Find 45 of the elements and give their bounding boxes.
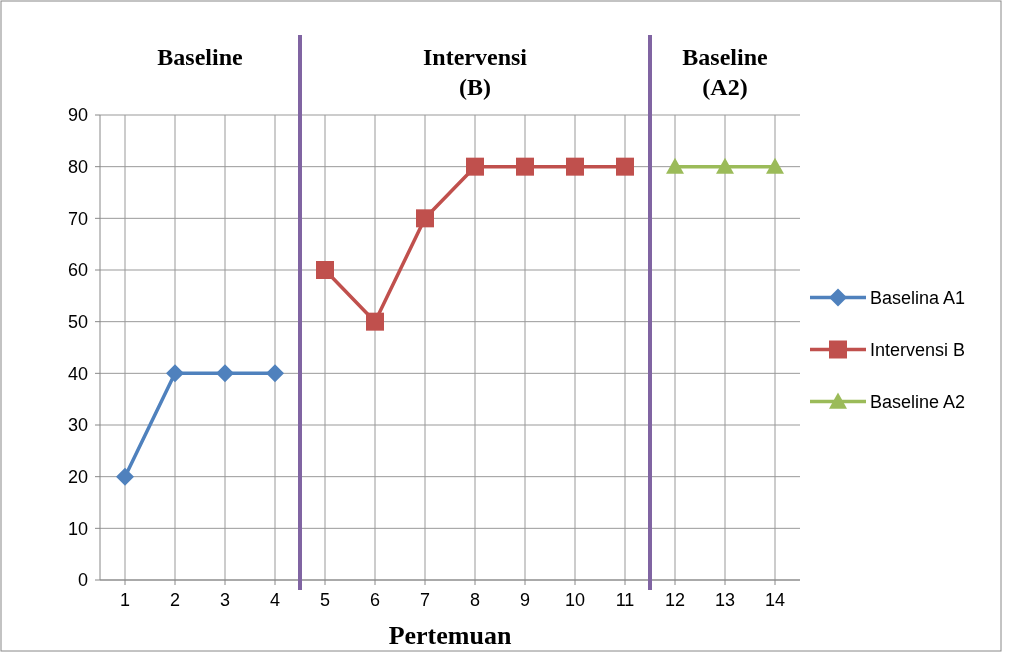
y-tick-label: 70 <box>67 208 88 229</box>
point <box>366 312 384 331</box>
x-tick-label: 11 <box>615 590 635 610</box>
point <box>466 157 484 176</box>
y-tick-label: 80 <box>67 156 88 177</box>
legend-label: Baselina A1 <box>870 287 966 308</box>
y-tick-label: 60 <box>67 260 88 281</box>
text: Intervensi (B) <box>423 44 528 100</box>
x-tick-label: 1 <box>119 590 131 610</box>
y-tick-label: 30 <box>67 415 88 436</box>
x-tick-label: 3 <box>219 590 231 610</box>
x-tick-label: 12 <box>664 590 686 610</box>
y-tick-label: 50 <box>67 311 88 332</box>
x-axis-title: Pertemuan <box>388 621 512 650</box>
y-tick-label: 10 <box>67 518 88 539</box>
legend-label: Baseline A2 <box>870 391 966 412</box>
legend-label: Intervensi B <box>870 339 966 360</box>
point <box>416 209 434 228</box>
point <box>266 364 284 383</box>
x-tick-label: 2 <box>169 590 181 610</box>
point <box>216 364 234 383</box>
point <box>316 261 334 279</box>
y-tick-label: 20 <box>67 466 88 487</box>
y-tick-label: 90 <box>67 105 88 126</box>
point <box>166 364 184 383</box>
point <box>666 157 684 174</box>
y-tick-label: 0 <box>77 570 88 591</box>
x-tick-label: 13 <box>714 590 736 610</box>
x-tick-label: 4 <box>269 590 281 610</box>
x-tick-label: 7 <box>419 590 431 610</box>
y-tick-label: 40 <box>67 363 88 384</box>
point <box>566 157 584 176</box>
point <box>116 467 134 486</box>
text: Baseline (A2) <box>682 44 769 100</box>
point <box>766 157 784 174</box>
point <box>516 157 534 176</box>
point <box>716 157 734 174</box>
text: Baseline <box>157 44 244 70</box>
x-tick-label: 6 <box>369 590 381 610</box>
x-tick-label: 9 <box>519 590 531 610</box>
x-tick-label: 8 <box>469 590 481 610</box>
x-tick-label: 14 <box>764 590 786 610</box>
x-tick-label: 10 <box>564 590 586 610</box>
x-tick-label: 5 <box>319 590 331 610</box>
point <box>616 157 634 176</box>
